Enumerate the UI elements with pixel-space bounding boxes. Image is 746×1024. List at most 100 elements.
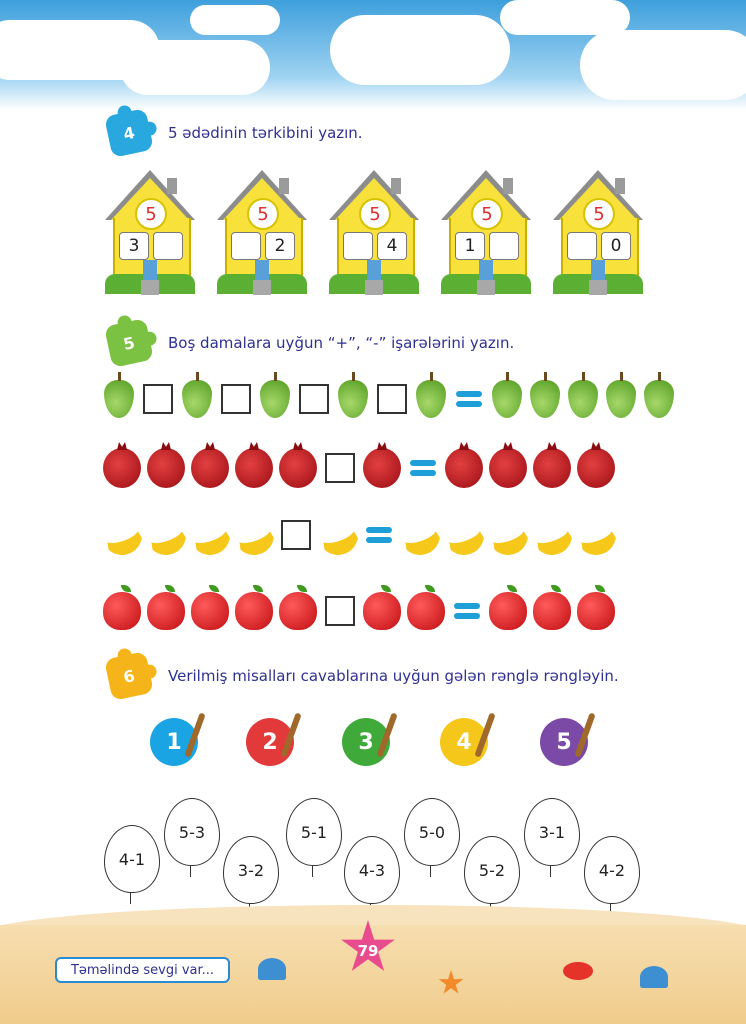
cloud [120,40,270,95]
cloud [330,15,510,85]
balloon[interactable]: 5-1 [286,798,342,877]
apple-icon [533,585,571,630]
house: 5 3 [105,170,195,295]
pear-icon [416,372,446,418]
house-right-box[interactable]: 0 [601,232,631,260]
pear-icon [338,372,368,418]
paint-number: 5 [556,729,572,755]
balloon[interactable]: 3-1 [524,798,580,877]
house-left-box[interactable] [567,232,597,260]
sign-box[interactable] [325,453,355,483]
pomegranate-icon [445,448,483,488]
banana-icon [482,509,534,561]
paint-number: 4 [456,729,472,755]
house-left-box[interactable]: 1 [455,232,485,260]
pomegranate-icon [577,448,615,488]
paint-number: 1 [166,729,182,755]
house-right-box[interactable]: 2 [265,232,295,260]
puzzle-piece-icon: 6 [104,651,154,701]
paint-number: 2 [262,729,278,755]
apple-icon [147,585,185,630]
paint-number: 3 [358,729,374,755]
apple-icon [103,585,141,630]
pomegranate-icon [489,448,527,488]
pomegranate-icon [235,448,273,488]
equals-sign-icon [366,527,392,543]
puzzle-piece-icon: 5 [104,318,154,368]
house-right-box[interactable]: 4 [377,232,407,260]
task-4-instruction: 5 ədədinin tərkibini yazın. [168,124,363,142]
house-total: 5 [359,198,391,230]
balloon[interactable]: 5-0 [404,798,460,877]
pomegranate-icon [279,448,317,488]
house-left-box[interactable]: 3 [119,232,149,260]
seashell-icon [640,966,668,988]
sign-box[interactable] [143,384,173,414]
footer-motto: Təməlində sevgi var... [55,957,230,983]
house-right-box[interactable] [489,232,519,260]
sign-box[interactable] [325,596,355,626]
apple-icon [363,585,401,630]
pear-icon [492,372,522,418]
equals-sign-icon [454,603,480,619]
apple-icon [235,585,273,630]
house-left-box[interactable] [343,232,373,260]
houses-row: 5 3 5 2 5 4 5 1 5 0 [105,170,645,300]
pear-icon [260,372,290,418]
cloud [500,0,630,35]
banana-icon [394,509,446,561]
house-total: 5 [583,198,615,230]
house-total: 5 [247,198,279,230]
house-left-box[interactable] [231,232,261,260]
balloon[interactable]: 5-3 [164,798,220,877]
banana-icon [184,509,236,561]
equals-sign-icon [410,460,436,476]
bananas-row [96,509,622,561]
task-5-instruction: Boş damalara uyğun “+”, “-” işarələrini … [168,334,515,352]
task-5-header: 5 Boş damalara uyğun “+”, “-” işarələrin… [104,318,515,368]
balloon[interactable]: 5-2 [464,836,520,915]
pomegranates-row [100,448,618,488]
apple-icon [489,585,527,630]
balloon[interactable]: 3-2 [223,836,279,915]
pear-icon [568,372,598,418]
pomegranate-icon [191,448,229,488]
page-number: 79 [357,942,379,960]
sign-box[interactable] [221,384,251,414]
pomegranate-icon [533,448,571,488]
balloon[interactable]: 4-1 [104,825,160,904]
house-total: 5 [135,198,167,230]
banana-icon [140,509,192,561]
apple-icon [577,585,615,630]
house: 5 0 [553,170,643,295]
sign-box[interactable] [299,384,329,414]
apple-icon [407,585,445,630]
banana-icon [312,509,364,561]
sign-box[interactable] [281,520,311,550]
house-right-box[interactable] [153,232,183,260]
task-6-header: 6 Verilmiş misalları cavablarına uyğun g… [104,651,619,701]
pomegranate-icon [103,448,141,488]
house: 5 1 [441,170,531,295]
task-6-instruction: Verilmiş misalları cavablarına uyğun gəl… [168,667,619,685]
pear-icon [104,372,134,418]
apple-icon [279,585,317,630]
sign-box[interactable] [377,384,407,414]
paint-splashes-row: 1 2 3 4 5 [150,712,610,788]
house: 5 2 [217,170,307,295]
task-4-header: 4 5 ədədinin tərkibini yazın. [104,108,363,158]
balloon[interactable]: 4-2 [584,836,640,915]
pomegranate-icon [147,448,185,488]
balloon[interactable]: 4-3 [344,836,400,915]
sky-background [0,0,746,110]
apple-icon [191,585,229,630]
pear-icon [606,372,636,418]
banana-icon [96,509,148,561]
cloud [190,5,280,35]
house: 5 4 [329,170,419,295]
pear-icon [182,372,212,418]
banana-icon [526,509,578,561]
equals-sign-icon [456,391,482,407]
paint-splash-yellow[interactable]: 4 [440,718,488,766]
pears-row [100,372,678,418]
